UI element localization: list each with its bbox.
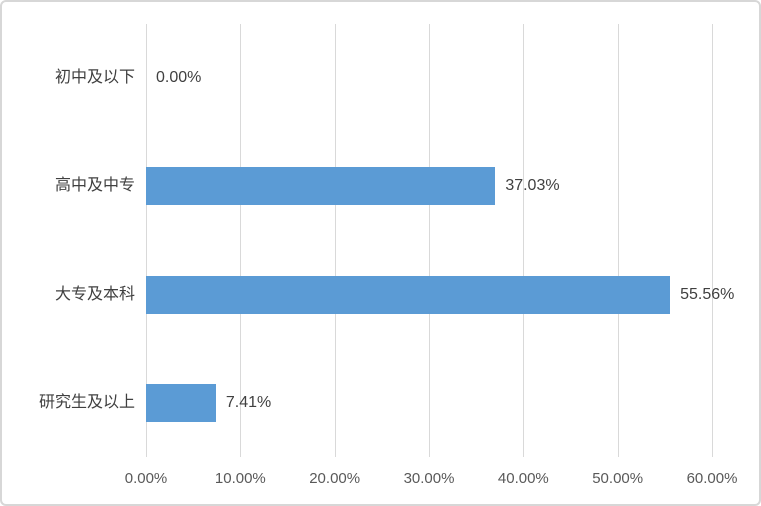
plot-area xyxy=(146,24,713,457)
x-axis-tick-label: 50.00% xyxy=(592,470,644,487)
gridline xyxy=(240,24,242,457)
data-label: 55.56% xyxy=(680,285,735,303)
data-label: 37.03% xyxy=(505,177,560,195)
gridline xyxy=(617,24,619,457)
x-axis-tick-label: 30.00% xyxy=(403,470,455,487)
gridline xyxy=(712,24,713,457)
x-axis-tick-label: 0.00% xyxy=(124,470,168,487)
bar-1[interactable] xyxy=(146,167,496,206)
bar-3[interactable] xyxy=(146,383,216,422)
data-label: 0.00% xyxy=(156,69,202,87)
x-axis-tick-label: 20.00% xyxy=(309,470,361,487)
gridline xyxy=(523,24,525,457)
bar-2[interactable] xyxy=(146,275,671,314)
gridline xyxy=(334,24,336,457)
x-axis-tick-label: 60.00% xyxy=(686,470,738,487)
x-axis-tick-label: 40.00% xyxy=(497,470,549,487)
category-label: 初中及以下 xyxy=(54,69,135,87)
category-label: 大专及本科 xyxy=(54,285,135,303)
gridline xyxy=(146,24,147,457)
data-label: 7.41% xyxy=(225,393,272,411)
category-label: 高中及中专 xyxy=(54,177,135,195)
category-label: 研究生及以上 xyxy=(38,393,135,411)
gridline xyxy=(429,24,430,457)
x-axis-tick-label: 10.00% xyxy=(214,470,266,487)
